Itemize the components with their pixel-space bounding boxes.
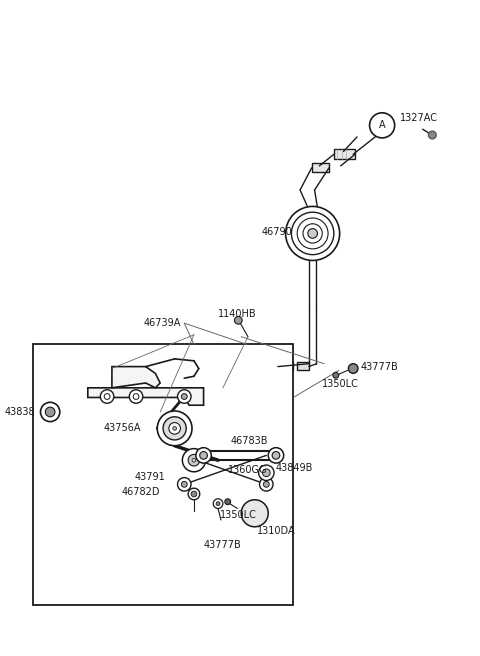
Circle shape <box>260 478 273 491</box>
Circle shape <box>308 228 317 238</box>
Circle shape <box>272 451 280 459</box>
Circle shape <box>178 390 191 403</box>
Text: 43791: 43791 <box>134 472 165 482</box>
Text: 43849B: 43849B <box>276 463 313 473</box>
Circle shape <box>100 390 114 403</box>
Circle shape <box>181 394 187 400</box>
Circle shape <box>178 478 191 491</box>
Circle shape <box>234 316 242 324</box>
Circle shape <box>173 426 177 430</box>
Text: 1350LC: 1350LC <box>322 379 359 389</box>
Text: 46783B: 46783B <box>230 436 268 446</box>
Circle shape <box>188 455 200 466</box>
Polygon shape <box>88 388 204 405</box>
Circle shape <box>348 363 358 373</box>
Bar <box>278 361 293 371</box>
Bar <box>33 344 293 605</box>
Circle shape <box>264 482 269 487</box>
Circle shape <box>169 422 180 434</box>
Circle shape <box>181 482 187 487</box>
Circle shape <box>333 373 339 378</box>
Circle shape <box>241 500 268 527</box>
Circle shape <box>40 402 60 422</box>
Text: 43777B: 43777B <box>361 361 398 371</box>
Circle shape <box>182 449 205 472</box>
Text: 1350LC: 1350LC <box>220 510 257 520</box>
Text: 1310DA: 1310DA <box>257 525 295 536</box>
Circle shape <box>129 390 143 403</box>
Polygon shape <box>112 367 160 388</box>
Circle shape <box>259 465 274 480</box>
Text: 1327AC: 1327AC <box>399 113 437 123</box>
Text: 1360GG: 1360GG <box>228 465 267 475</box>
Circle shape <box>200 451 207 459</box>
Text: 46790: 46790 <box>262 226 292 237</box>
Circle shape <box>213 499 223 508</box>
Circle shape <box>157 411 192 445</box>
Circle shape <box>196 447 211 463</box>
Text: 43756A: 43756A <box>103 423 141 434</box>
Text: 46782D: 46782D <box>121 487 160 497</box>
Circle shape <box>286 207 340 260</box>
Bar <box>334 150 355 159</box>
Text: A: A <box>379 120 385 131</box>
Circle shape <box>263 469 270 477</box>
Circle shape <box>370 113 395 138</box>
Text: 43777B: 43777B <box>204 540 241 550</box>
Circle shape <box>45 407 55 417</box>
Bar <box>297 361 309 371</box>
Circle shape <box>163 417 186 440</box>
Circle shape <box>225 499 230 504</box>
Text: 1140HB: 1140HB <box>218 308 257 319</box>
Bar <box>312 163 329 172</box>
Circle shape <box>291 212 334 255</box>
Circle shape <box>268 447 284 463</box>
Circle shape <box>191 491 197 497</box>
Circle shape <box>188 488 200 500</box>
Text: 46739A: 46739A <box>144 318 181 328</box>
Text: 43838: 43838 <box>4 407 35 417</box>
Circle shape <box>429 131 436 139</box>
Circle shape <box>216 502 220 506</box>
